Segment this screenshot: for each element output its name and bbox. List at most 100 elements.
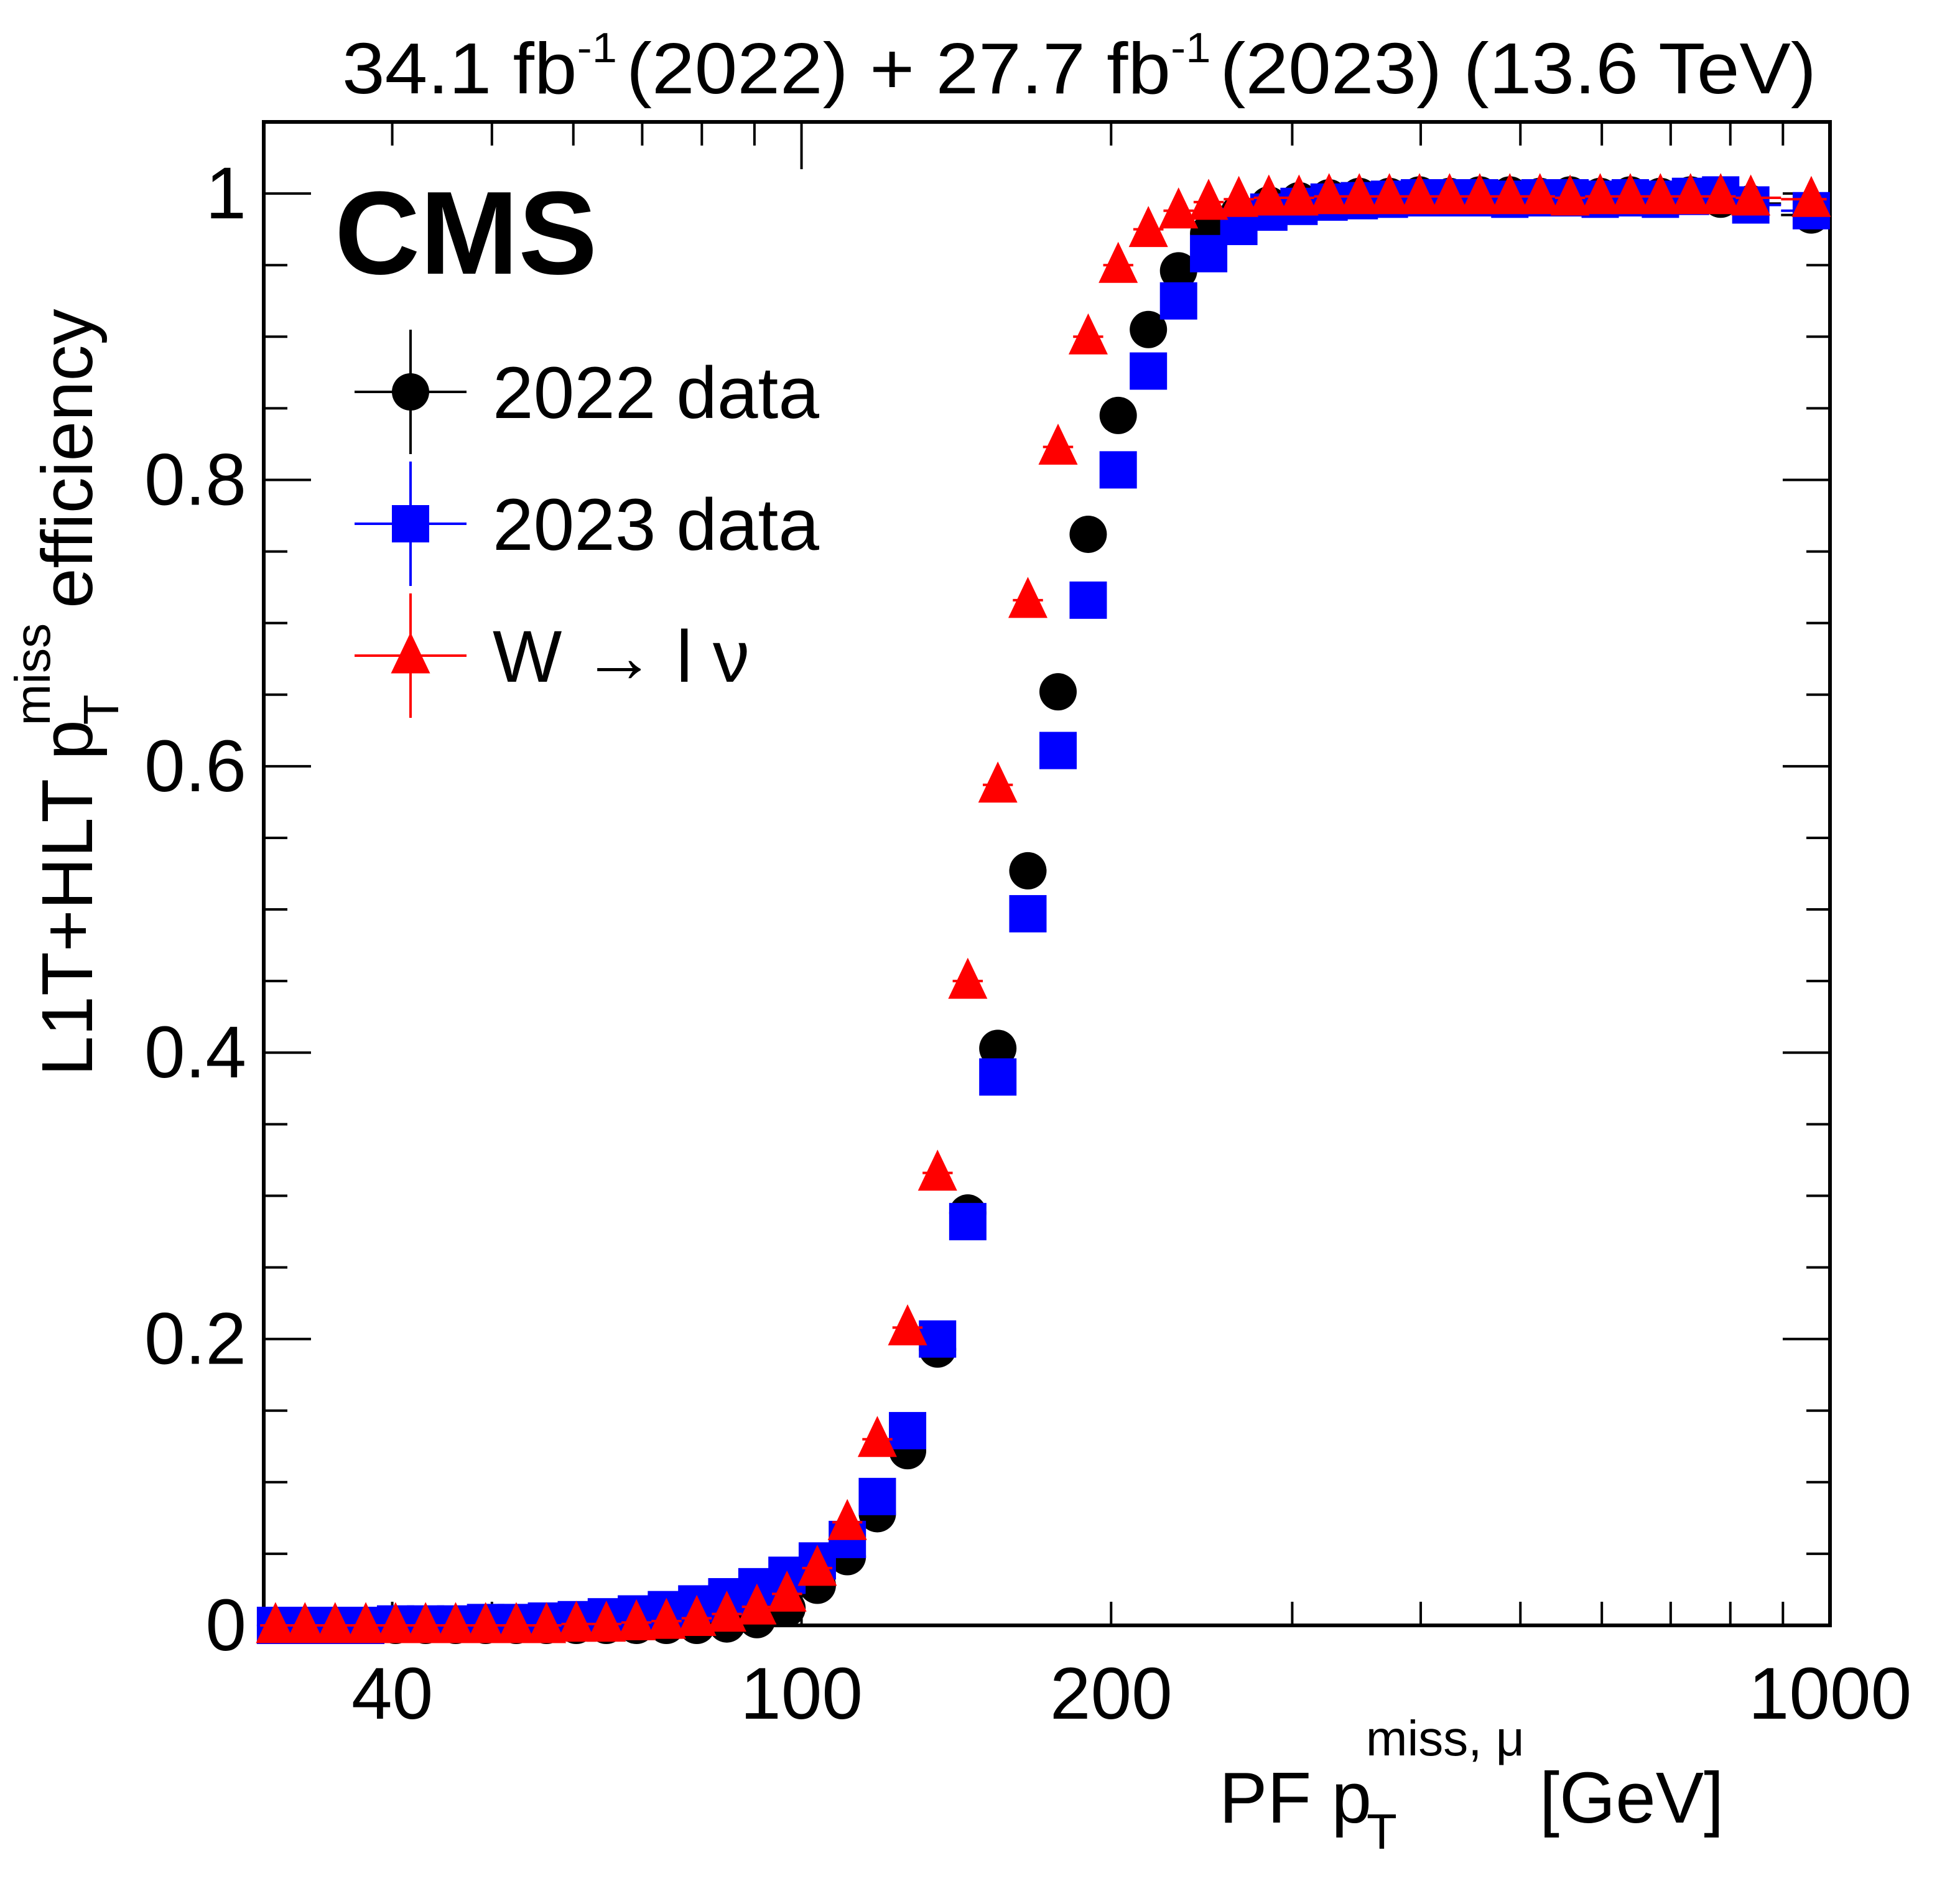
tick-labels: 0 0.2 0.4 0.6 0.8 1 40 100 200 1000 bbox=[144, 152, 1911, 1735]
data-point bbox=[1671, 173, 1711, 215]
data-point bbox=[1159, 187, 1199, 229]
data-point bbox=[1130, 352, 1168, 390]
data-point bbox=[1068, 313, 1108, 355]
data-point bbox=[949, 1202, 987, 1240]
data-point bbox=[1069, 515, 1107, 553]
data-point bbox=[616, 1599, 656, 1640]
data-point bbox=[1098, 241, 1138, 283]
ylabel-sub: T bbox=[73, 694, 129, 725]
data-point bbox=[1370, 173, 1410, 215]
data-point bbox=[978, 761, 1018, 803]
data-point bbox=[1581, 173, 1620, 215]
lumi-2023-exp: -1 bbox=[1171, 24, 1210, 72]
data-point bbox=[919, 1320, 957, 1358]
data-point bbox=[888, 1304, 927, 1345]
y-tick-label: 0.4 bbox=[144, 1011, 246, 1094]
data-point bbox=[1039, 732, 1077, 769]
xlabel-sup: miss, μ bbox=[1366, 1711, 1525, 1766]
data-point bbox=[1249, 174, 1289, 216]
xlabel-main: PF p bbox=[1219, 1757, 1372, 1838]
data-point bbox=[1159, 252, 1197, 290]
data-point bbox=[1640, 173, 1680, 215]
series-2 bbox=[256, 173, 1831, 1643]
y-tick-label: 0 bbox=[205, 1584, 246, 1666]
data-point bbox=[889, 1411, 927, 1449]
data-point bbox=[1128, 206, 1168, 248]
data-point bbox=[496, 1602, 536, 1643]
data-point bbox=[346, 1602, 386, 1643]
data-point bbox=[1009, 852, 1047, 890]
data-point bbox=[979, 1058, 1017, 1096]
data-point bbox=[858, 1477, 896, 1515]
lumi-label: 34.1 fb -1 (2022) + 27.7 fb -1 (2023) (13.6 … bbox=[342, 24, 1816, 109]
data-point bbox=[1099, 396, 1137, 434]
data-point bbox=[256, 1602, 295, 1643]
axis-ticks bbox=[262, 121, 1831, 1627]
data-point bbox=[677, 1594, 717, 1636]
data-point bbox=[827, 1498, 867, 1540]
data-point bbox=[1791, 175, 1831, 217]
data-point bbox=[1550, 174, 1590, 216]
legend-label: W → l ν bbox=[493, 616, 750, 698]
y-tick-label: 0.8 bbox=[144, 439, 246, 521]
data-point bbox=[376, 1602, 416, 1643]
data-point bbox=[1701, 173, 1740, 215]
data-point bbox=[557, 1601, 597, 1642]
data-point bbox=[1429, 173, 1469, 215]
svg-text:PF pTmiss, μ[GeV]: PF pTmiss, μ [GeV] bbox=[1219, 1711, 1724, 1859]
data-point bbox=[1159, 282, 1197, 320]
data-point bbox=[1339, 173, 1379, 215]
lumi-2022-exp: -1 bbox=[577, 24, 617, 72]
data-point bbox=[1279, 174, 1319, 216]
legend-entry: W → l ν bbox=[355, 593, 750, 718]
data-point bbox=[1610, 173, 1650, 215]
lumi-2023: (2022) + 27.7 fb bbox=[626, 28, 1171, 109]
x-axis-title: PF pTmiss, μ [GeV] bbox=[1219, 1711, 1724, 1859]
data-point bbox=[797, 1545, 837, 1586]
data-point bbox=[1038, 424, 1078, 465]
data-point bbox=[1189, 179, 1228, 220]
data-point bbox=[1008, 577, 1047, 618]
data-point bbox=[1039, 673, 1077, 711]
legend-label: 2023 data bbox=[493, 484, 819, 566]
data-point bbox=[917, 1150, 957, 1191]
data-point bbox=[1099, 451, 1137, 489]
data-point bbox=[285, 1602, 325, 1643]
legend-label: 2022 data bbox=[493, 352, 819, 434]
ylabel-main: L1T+HLT p bbox=[27, 720, 108, 1076]
lumi-2022: 34.1 fb bbox=[342, 28, 577, 109]
legend-marker-square bbox=[392, 505, 429, 542]
data-point bbox=[646, 1597, 686, 1639]
data-point bbox=[1009, 894, 1047, 932]
data-point bbox=[527, 1602, 567, 1643]
ylabel-tail: efficiency bbox=[27, 309, 108, 608]
data-point bbox=[406, 1602, 445, 1643]
y-tick-label: 0.2 bbox=[144, 1298, 246, 1380]
data-point bbox=[1219, 175, 1259, 217]
x-tick-label: 200 bbox=[1050, 1653, 1173, 1735]
data-marks bbox=[256, 173, 1831, 1644]
data-point bbox=[737, 1583, 777, 1625]
data-point bbox=[315, 1602, 355, 1643]
x-tick-label: 100 bbox=[740, 1653, 863, 1735]
legend-entry: 2022 data bbox=[355, 330, 819, 454]
data-point bbox=[1520, 173, 1560, 215]
ylabel-sup: miss bbox=[5, 623, 60, 725]
data-point bbox=[1460, 173, 1500, 215]
plot-frame bbox=[262, 120, 1832, 1627]
y-tick-label: 0.6 bbox=[144, 725, 246, 807]
xlabel-unit: [GeV] bbox=[1540, 1757, 1724, 1838]
data-point bbox=[767, 1570, 807, 1612]
data-point bbox=[948, 957, 988, 999]
data-point bbox=[587, 1601, 626, 1642]
data-point bbox=[1069, 581, 1107, 619]
data-point bbox=[1490, 173, 1530, 215]
data-point bbox=[707, 1591, 746, 1632]
data-point bbox=[435, 1602, 475, 1643]
svg-text:34.1 fb-1(2022) + 27.7 fb-1(20: 34.1 fb -1 (2022) + 27.7 fb -1 (2023) (13.6 … bbox=[342, 24, 1816, 109]
lumi-energy: (2023) (13.6 TeV) bbox=[1220, 28, 1816, 109]
y-tick-label: 1 bbox=[205, 152, 246, 235]
data-point bbox=[466, 1602, 506, 1643]
data-point bbox=[857, 1416, 897, 1457]
